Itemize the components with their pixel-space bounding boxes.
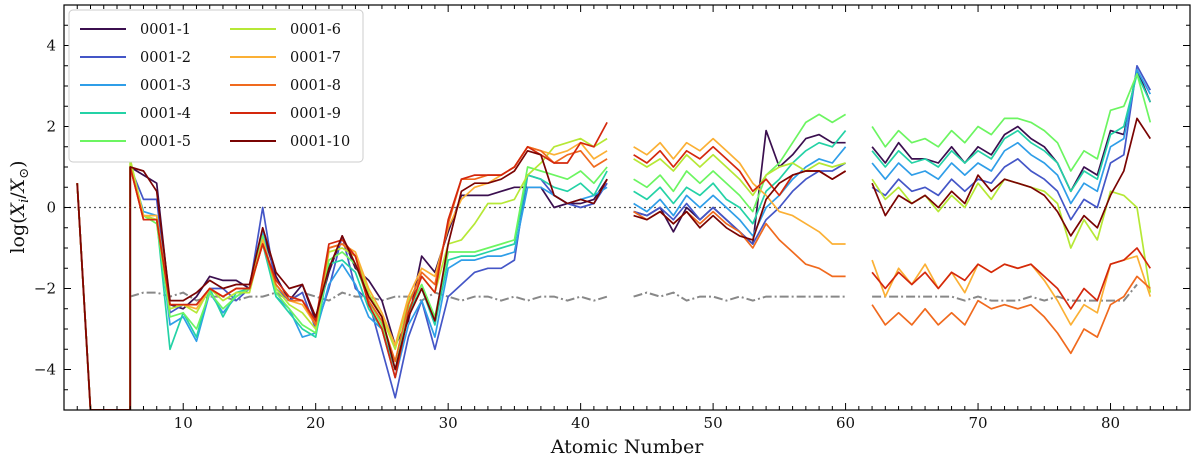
y-tick-label: −2 [34, 280, 56, 298]
series-line-10 [76, 117, 1152, 410]
legend-label: 0001-1 [140, 22, 191, 38]
x-tick-label: 70 [969, 414, 988, 432]
x-tick-label: 20 [306, 414, 325, 432]
y-tick-label: 0 [46, 199, 56, 217]
y-tick-label: 4 [46, 37, 56, 55]
y-axis-label: log(Xi/X⊙) [7, 160, 32, 253]
legend-label: 0001-9 [290, 106, 341, 122]
series-line-3 [76, 68, 1152, 410]
legend-label: 0001-6 [290, 22, 341, 38]
x-tick-label: 80 [1101, 414, 1120, 432]
x-tick-label: 60 [836, 414, 855, 432]
x-tick-label: 10 [174, 414, 193, 432]
legend-label: 0001-8 [290, 78, 341, 94]
legend-label: 0001-4 [140, 106, 191, 122]
legend-box [68, 9, 364, 163]
x-tick-label: 40 [571, 414, 590, 432]
series-line-5 [76, 73, 1152, 410]
x-tick-label: 30 [439, 414, 458, 432]
legend-label: 0001-10 [290, 134, 350, 150]
legend-label: 0001-5 [140, 134, 191, 150]
legend: 0001-1 0001-2 0001-3 0001-4 0001-5 0001-6 0001… [68, 9, 364, 163]
series-layer [76, 64, 1152, 410]
x-tick-label: 50 [704, 414, 723, 432]
legend-label: 0001-7 [290, 50, 341, 66]
axis-ticks: 10 20 30 40 50 60 70 80 −4 −2 0 2 4 [34, 4, 1191, 432]
y-tick-label: 2 [46, 118, 56, 136]
series-line-4 [76, 73, 1152, 410]
legend-label: 0001-2 [140, 50, 191, 66]
x-axis-label: Atomic Number [550, 436, 705, 458]
y-tick-label: −4 [34, 361, 56, 379]
legend-label: 0001-3 [140, 78, 191, 94]
